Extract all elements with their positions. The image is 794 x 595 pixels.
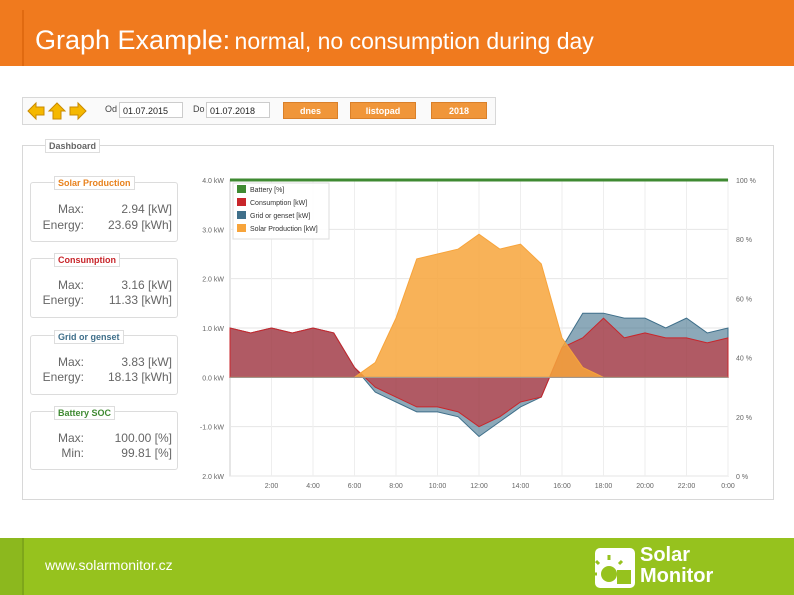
row-key: Energy:: [42, 293, 84, 307]
slide-title: Graph Example: normal, no consumption du…: [35, 25, 594, 56]
panel-title-solar: Solar Production: [54, 176, 135, 190]
legend-swatch: [237, 185, 246, 193]
year-button[interactable]: 2018: [431, 102, 487, 119]
row-value: 23.69 [kWh]: [107, 218, 172, 232]
logo-line2: Monitor: [640, 565, 714, 587]
legend-box: [232, 182, 330, 240]
website-url[interactable]: www.solarmonitor.cz: [45, 557, 173, 573]
month-button[interactable]: listopad: [350, 102, 416, 119]
y-right-tick-label: 20 %: [736, 415, 752, 422]
legend-swatch: [237, 224, 246, 232]
logo-line1: Solar: [640, 544, 691, 566]
row-key: Energy:: [42, 370, 84, 384]
y-right-tick-label: 60 %: [736, 296, 752, 303]
header-bar: [0, 0, 794, 66]
row-key: Max:: [57, 202, 84, 216]
energy-chart[interactable]: 4.0 kW 3.0 kW 2.0 kW 1.0 kW 0.0 kW -1.0 kW 2.0…: [195, 170, 765, 494]
x-tick-label: 8:00: [389, 483, 403, 490]
y-left-tick-label: 0.0 kW: [202, 375, 224, 382]
arrow-right-icon[interactable]: [68, 101, 88, 121]
grid-panel: [30, 335, 178, 395]
y-left-tick-label: 4.0 kW: [202, 178, 224, 185]
x-tick-label: 14:00: [512, 483, 530, 490]
row-value: 3.83 [kW]: [121, 355, 172, 369]
panel-title-battery: Battery SOC: [54, 406, 116, 420]
x-tick-label: 2:00: [265, 483, 279, 490]
row-key: Energy:: [42, 218, 84, 232]
x-tick-label: 10:00: [429, 483, 447, 490]
x-tick-label: 4:00: [306, 483, 320, 490]
legend-label: Grid or genset [kW]: [250, 213, 310, 220]
x-tick-label: 0:00: [721, 483, 735, 490]
legend-label: Solar Production [kW]: [250, 226, 318, 233]
row-value: 99.81 [%]: [121, 446, 172, 460]
x-tick-label: 6:00: [348, 483, 362, 490]
y-right-tick-label: 80 %: [736, 237, 752, 244]
y-left-tick-label: -1.0 kW: [200, 425, 225, 432]
row-key: Max:: [57, 431, 84, 445]
legend-label: Battery [%]: [250, 187, 284, 194]
from-label: Od: [105, 104, 118, 114]
y-left-tick-label: 2.0 kW: [202, 277, 224, 284]
series-area-consumption[interactable]: [229, 317, 729, 428]
title-sub: normal, no consumption during day: [234, 28, 594, 54]
y-right-tick-label: 40 %: [736, 356, 752, 363]
dashboard-label: Dashboard: [45, 139, 101, 153]
logo-text: Solar Monitor: [640, 545, 713, 587]
row-value: 11.33 [kWh]: [108, 293, 172, 307]
y-left-tick-label: 2.0 kW: [202, 474, 224, 481]
row-key: Max:: [57, 278, 84, 292]
today-button[interactable]: dnes: [283, 102, 338, 119]
to-label: Do: [193, 104, 205, 114]
legend-swatch: [237, 198, 246, 206]
sun-logo-icon: [595, 548, 635, 588]
legend-swatch: [237, 211, 246, 219]
row-value: 3.16 [kW]: [121, 278, 172, 292]
x-tick-label: 12:00: [470, 483, 488, 490]
legend-label: Consumption [kW]: [250, 200, 307, 207]
row-value: 18.13 [kWh]: [107, 370, 172, 384]
from-date-input[interactable]: 01.07.2015: [119, 102, 183, 118]
row-key: Max:: [57, 355, 84, 369]
row-key: Min:: [61, 446, 84, 460]
panel-title-consumption: Consumption: [54, 253, 120, 267]
panel-title-grid: Grid or genset: [54, 330, 124, 344]
to-date-input[interactable]: 01.07.2018: [206, 102, 270, 118]
title-main: Graph Example:: [35, 25, 231, 55]
x-tick-label: 20:00: [636, 483, 654, 490]
x-tick-label: 22:00: [678, 483, 696, 490]
footer-bar: [0, 538, 794, 595]
y-left-tick-label: 3.0 kW: [202, 227, 224, 234]
x-tick-label: 16:00: [553, 483, 571, 490]
arrow-up-icon[interactable]: [47, 101, 67, 121]
y-left-tick-label: 1.0 kW: [202, 326, 224, 333]
y-right-tick-label: 0 %: [736, 474, 748, 481]
x-tick-label: 18:00: [595, 483, 613, 490]
row-value: 100.00 [%]: [114, 431, 172, 445]
arrow-left-icon[interactable]: [26, 101, 46, 121]
footer-panel: [22, 538, 794, 595]
header-panel: [22, 10, 794, 66]
row-value: 2.94 [kW]: [121, 202, 172, 216]
date-toolbar: Od 01.07.2015 Do 01.07.2018 dnes listopa…: [22, 97, 496, 125]
y-right-tick-label: 100 %: [736, 178, 756, 185]
